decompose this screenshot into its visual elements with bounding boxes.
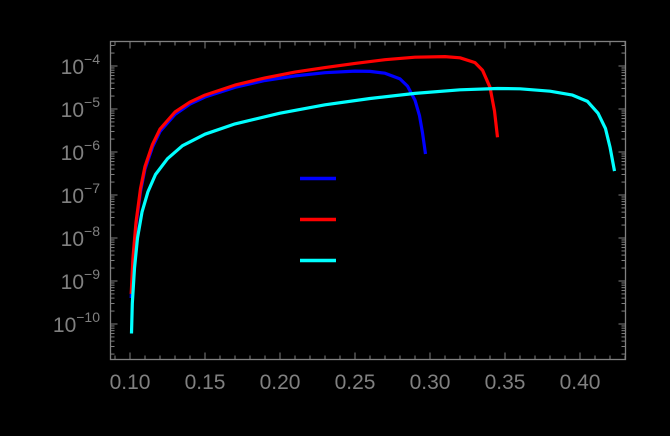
x-tick-label: 0.35 bbox=[485, 371, 526, 394]
y-tick-label: 10−6 bbox=[61, 137, 101, 165]
x-tick-label: 0.15 bbox=[185, 371, 226, 394]
y-tick-label: 10−9 bbox=[61, 266, 101, 294]
x-axis-tick-labels: 0.10 0.15 0.20 0.25 0.30 0.35 0.40 bbox=[110, 371, 601, 394]
x-tick-label: 0.20 bbox=[260, 371, 301, 394]
y-tick-label: 10−5 bbox=[61, 94, 101, 122]
x-tick-label: 0.10 bbox=[110, 371, 151, 394]
y-axis-tick-labels: 10−4 10−5 10−6 10−7 10−8 10−9 10−10 bbox=[53, 51, 100, 337]
y-tick-label: 10−8 bbox=[61, 223, 101, 251]
legend bbox=[300, 176, 336, 263]
plot-frame bbox=[109, 40, 627, 361]
series-red-line bbox=[129, 54, 500, 294]
x-tick-label: 0.40 bbox=[560, 371, 601, 394]
y-tick-label: 10−7 bbox=[61, 180, 101, 208]
x-tick-label: 0.30 bbox=[410, 371, 451, 394]
x-tick-label: 0.25 bbox=[335, 371, 376, 394]
y-tick-label: 10−10 bbox=[53, 309, 100, 337]
series-cyan-line bbox=[129, 86, 617, 334]
series-layer bbox=[129, 54, 617, 334]
axis-ticks bbox=[110, 41, 626, 360]
y-tick-label: 10−4 bbox=[61, 51, 101, 79]
